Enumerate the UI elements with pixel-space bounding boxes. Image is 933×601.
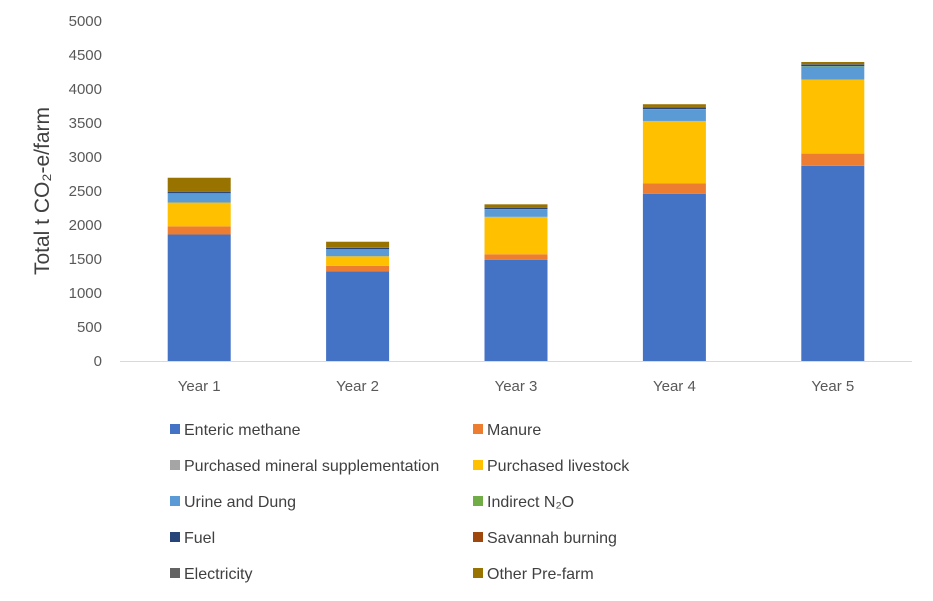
legend-item: Fuel xyxy=(170,530,215,547)
bar-segment xyxy=(167,234,231,361)
bar-segment xyxy=(484,204,548,208)
y-axis-title: Total t CO₂-e/farm xyxy=(31,107,54,275)
bar-segment xyxy=(801,153,865,166)
x-tick-label: Year 4 xyxy=(653,378,696,395)
y-tick-label: 2000 xyxy=(69,217,102,234)
bar-segment xyxy=(326,271,390,361)
legend-label: Urine and Dung xyxy=(184,494,296,511)
bar-segment xyxy=(167,192,231,194)
legend-item: Savannah burning xyxy=(473,530,617,547)
legend-label: Indirect N₂O xyxy=(487,494,574,511)
legend-item: Other Pre-farm xyxy=(473,566,594,583)
legend-swatch xyxy=(473,424,483,434)
y-tick-label: 3500 xyxy=(69,115,102,132)
bars xyxy=(167,62,865,361)
bar-segment xyxy=(326,241,390,248)
legend-swatch xyxy=(473,496,483,506)
y-axis: 0 500 1000 1500 2000 2500 3000 3500 4000 4500 5000 xyxy=(69,13,912,370)
legend-label: Enteric methane xyxy=(184,422,301,439)
bar-segment xyxy=(801,62,865,65)
bar-segment xyxy=(642,120,706,184)
x-tick-label: Year 5 xyxy=(811,378,854,395)
legend-item: Purchased mineral supplementation xyxy=(170,458,439,475)
bar-segment xyxy=(484,207,548,208)
legend-swatch xyxy=(170,568,180,578)
bar-segment xyxy=(642,104,706,107)
legend-label: Fuel xyxy=(184,530,215,547)
legend: Enteric methane Manure Purchased mineral s… xyxy=(170,422,630,583)
legend-item: Urine and Dung xyxy=(170,494,296,511)
legend-label: Purchased livestock xyxy=(487,458,630,475)
x-axis: Year 1 Year 2 Year 3 Year 4 Year 5 xyxy=(178,378,854,395)
legend-swatch xyxy=(170,424,180,434)
y-tick-label: 4500 xyxy=(69,47,102,64)
legend-label: Electricity xyxy=(184,566,252,583)
bar-segment xyxy=(167,177,231,192)
bar-segment xyxy=(167,193,231,203)
y-tick-label: 2500 xyxy=(69,183,102,200)
y-tick-label: 1500 xyxy=(69,251,102,268)
bar-segment xyxy=(326,265,390,272)
legend-label: Purchased mineral supplementation xyxy=(184,458,439,475)
bar-segment xyxy=(801,66,865,80)
bar-segment xyxy=(801,64,865,67)
legend-swatch xyxy=(473,532,483,542)
y-tick-label: 4000 xyxy=(69,81,102,98)
bar-segment xyxy=(642,193,706,361)
legend-swatch xyxy=(473,568,483,578)
bar-segment xyxy=(326,249,390,257)
legend-swatch xyxy=(170,496,180,506)
y-tick-label: 3000 xyxy=(69,149,102,166)
bar-segment xyxy=(167,191,231,193)
y-tick-label: 0 xyxy=(94,353,102,370)
bar-segment xyxy=(326,256,390,266)
bar-segment xyxy=(167,202,231,227)
legend-item: Purchased livestock xyxy=(473,458,630,475)
bar-segment xyxy=(484,216,548,255)
legend-label: Savannah burning xyxy=(487,530,617,547)
bar-segment xyxy=(326,247,390,248)
y-tick-label: 1000 xyxy=(69,285,102,302)
x-tick-label: Year 3 xyxy=(495,378,538,395)
bar-segment xyxy=(642,106,706,108)
bar-segment xyxy=(642,183,706,194)
bar-segment xyxy=(484,207,548,210)
bar-segment xyxy=(484,259,548,361)
bar-segment xyxy=(484,209,548,217)
bar-segment xyxy=(642,107,706,109)
legend-label: Manure xyxy=(487,422,541,439)
bar-segment xyxy=(167,226,231,235)
x-tick-label: Year 1 xyxy=(178,378,221,395)
legend-item: Manure xyxy=(473,422,541,439)
bar-segment xyxy=(801,64,865,65)
bar-segment xyxy=(801,165,865,361)
x-tick-label: Year 2 xyxy=(336,378,379,395)
legend-item: Enteric methane xyxy=(170,422,301,439)
bar-segment xyxy=(484,254,548,260)
y-tick-label: 500 xyxy=(77,319,102,336)
bar-segment xyxy=(326,247,390,250)
legend-swatch xyxy=(473,460,483,470)
legend-swatch xyxy=(170,460,180,470)
bar-segment xyxy=(642,109,706,121)
y-tick-label: 5000 xyxy=(69,13,102,30)
bar-segment xyxy=(801,79,865,154)
legend-label: Other Pre-farm xyxy=(487,566,594,583)
legend-item: Electricity xyxy=(170,566,252,583)
legend-swatch xyxy=(170,532,180,542)
legend-item: Indirect N₂O xyxy=(473,494,574,511)
